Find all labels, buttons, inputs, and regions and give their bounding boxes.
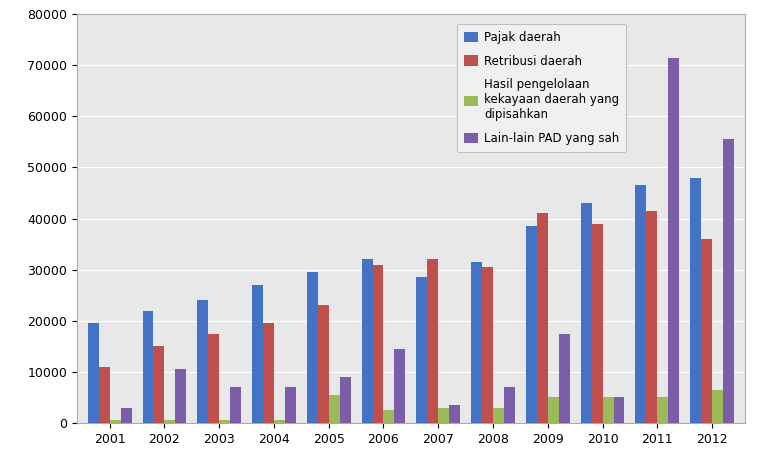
- Bar: [219, 421, 230, 423]
- Bar: [230, 387, 241, 423]
- Bar: [449, 405, 460, 423]
- Bar: [88, 323, 99, 423]
- Bar: [427, 259, 439, 423]
- Bar: [635, 185, 647, 423]
- Bar: [143, 311, 154, 423]
- Bar: [383, 410, 395, 423]
- Bar: [559, 334, 570, 423]
- Bar: [307, 272, 318, 423]
- Bar: [175, 369, 187, 423]
- Bar: [164, 421, 175, 423]
- Bar: [121, 407, 131, 423]
- Bar: [416, 277, 427, 423]
- Bar: [591, 224, 603, 423]
- Bar: [526, 226, 537, 423]
- Bar: [581, 203, 591, 423]
- Bar: [712, 390, 723, 423]
- Bar: [339, 377, 351, 423]
- Bar: [110, 421, 121, 423]
- Bar: [372, 265, 383, 423]
- Bar: [318, 306, 329, 423]
- Bar: [614, 398, 624, 423]
- Bar: [657, 398, 668, 423]
- Bar: [504, 387, 515, 423]
- Bar: [154, 346, 164, 423]
- Bar: [329, 395, 339, 423]
- Bar: [263, 323, 274, 423]
- Bar: [603, 398, 614, 423]
- Bar: [252, 285, 263, 423]
- Bar: [668, 57, 679, 423]
- Bar: [482, 267, 493, 423]
- Bar: [690, 178, 701, 423]
- Bar: [197, 300, 208, 423]
- Bar: [471, 262, 482, 423]
- Bar: [493, 407, 504, 423]
- Bar: [537, 213, 548, 423]
- Bar: [285, 387, 296, 423]
- Bar: [395, 349, 406, 423]
- Bar: [362, 259, 372, 423]
- Bar: [439, 407, 449, 423]
- Bar: [548, 398, 559, 423]
- Legend: Pajak daerah, Retribusi daerah, Hasil pengelolaan
kekayaan daerah yang
dipisahka: Pajak daerah, Retribusi daerah, Hasil pe…: [457, 24, 627, 152]
- Bar: [701, 239, 712, 423]
- Bar: [99, 367, 110, 423]
- Bar: [647, 211, 657, 423]
- Bar: [723, 139, 734, 423]
- Bar: [208, 334, 219, 423]
- Bar: [274, 421, 285, 423]
